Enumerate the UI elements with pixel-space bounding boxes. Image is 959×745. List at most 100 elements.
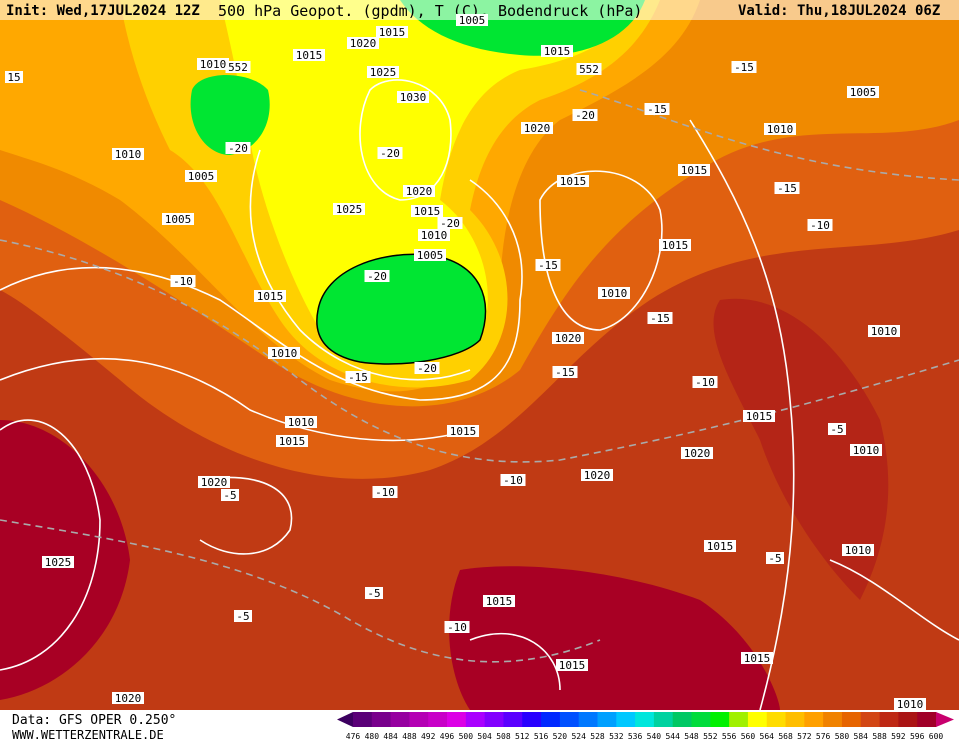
isoline-label: 1005 [188,170,215,183]
scale-label: 532 [609,732,624,741]
scale-swatch [447,712,467,727]
label-box [5,71,23,83]
isoline-label: -10 [503,474,523,487]
scale-label: 560 [741,732,756,741]
scale-label: 536 [628,732,643,741]
isoline-label: 1010 [853,444,880,457]
isoline-label: 1015 [559,659,586,672]
label-box [678,164,710,176]
scale-swatch [841,712,862,727]
label-box [644,103,670,115]
isoline-label: 1010 [421,229,448,242]
label-box [556,659,588,671]
label-box [704,540,736,552]
scale-label: 520 [553,732,568,741]
isoline-label: 1010 [767,123,794,136]
isobars [0,79,959,711]
isoline-label: -15 [555,366,575,379]
label-box [285,416,317,428]
label-box [681,447,713,459]
isoline-label: 552 [228,61,248,74]
label-box [541,45,573,57]
isoline-label: 1010 [271,347,298,360]
scale-swatch [710,712,730,727]
scale-swatch [635,712,655,727]
isoline-label: 1010 [115,148,142,161]
label-box [552,332,584,344]
data-source: Data: GFS OPER 0.250° [12,713,176,728]
label-box [659,239,691,251]
isoline-label: 1020 [406,185,433,198]
scale-arrow [337,712,353,727]
label-box [254,290,286,302]
scale-label: 540 [647,732,662,741]
label-box [447,425,479,437]
scale-label: 492 [421,732,436,741]
label-box [552,366,578,378]
label-box [456,14,488,26]
isoline-label: -5 [223,489,236,502]
map-title: 500 hPa Geopot. (gpdm), T (C), Bodendruc… [218,2,642,20]
isoline-label: 1015 [486,595,513,608]
scale-swatch [785,712,805,727]
label-box [764,123,796,135]
scale-label: 544 [665,732,680,741]
isoline-label: 1025 [370,66,397,79]
label-box [197,58,229,70]
scale-swatch [653,712,674,727]
color-scale: 476 480 484 488 492 496 500 504 508 512 516 520 524 5… [337,712,954,741]
isoline-label: 1015 [681,164,708,177]
isoline-label: 1010 [871,325,898,338]
isoline-label: -20 [367,270,387,283]
isoline-label: 1015 [257,290,284,303]
label-box [483,595,515,607]
label-box [170,275,196,287]
scale-swatch [390,712,410,727]
isoline-label: 1015 [450,425,477,438]
isoline-label: 1020 [201,476,228,489]
scale-swatch [578,712,598,727]
label-box [403,185,435,197]
init-time: Init: Wed,17JUL2024 12Z [6,3,200,19]
scale-label: 584 [854,732,869,741]
scale-label: 592 [891,732,906,741]
scale-label: 516 [534,732,549,741]
label-box [112,692,144,704]
isoline-label: -15 [538,259,558,272]
scale-swatch [371,712,392,727]
label-box [268,347,300,359]
scale-label: 496 [440,732,455,741]
isoline-label: -5 [768,552,781,565]
isoline-label: 1015 [296,49,323,62]
label-box [198,476,230,488]
isoline-label: 1015 [379,26,406,39]
isoline-label: -20 [380,147,400,160]
label-box [500,474,526,486]
isoline-label: -20 [228,142,248,155]
label-box [411,205,443,217]
isoline-label: -15 [650,312,670,325]
label-box [557,175,589,187]
label-box [731,61,757,73]
isoline-label: -15 [734,61,754,74]
label-box [807,219,833,231]
label-box [743,410,775,422]
label-box [572,109,598,121]
isoline-label: 1020 [555,332,582,345]
scale-label: 600 [929,732,944,741]
scale-swatch [879,712,899,727]
scale-swatch [898,712,918,727]
label-box [42,556,74,568]
isoline-label: 1020 [115,692,142,705]
label-box [850,444,882,456]
isoline-label: -5 [367,587,380,600]
isoline-label: 1020 [684,447,711,460]
isoline-label: -10 [810,219,830,232]
scale-swatch [409,712,429,727]
label-box [333,203,365,215]
label-box [647,312,673,324]
scale-label: 556 [722,732,737,741]
scale-label: 508 [496,732,511,741]
